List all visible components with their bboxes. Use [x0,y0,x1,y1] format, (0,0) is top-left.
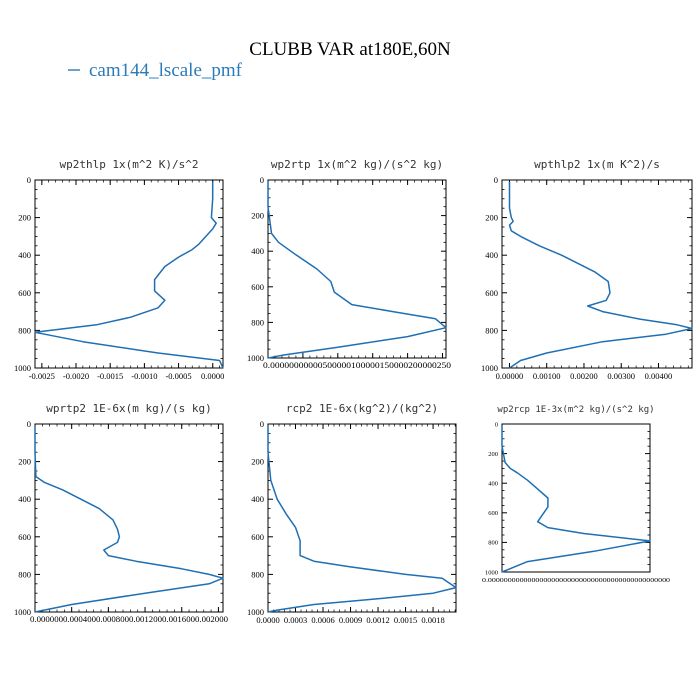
y-tick-label: 1000 [247,607,264,617]
y-tick-label: 400 [18,250,31,260]
y-tick-label: 400 [251,246,264,256]
y-tick-label: 800 [18,325,31,335]
panel-2: wp2rtp 1x(m^2 kg)/(s^2 kg) 0 200 400 600 800 1… [247,158,451,370]
x-tick-label: 0.0006 [311,615,334,625]
series-line [501,425,651,573]
y-tick-label: 800 [488,540,498,547]
y-tick-label: 400 [488,480,498,487]
panel-title: rcp2 1E-6x(kg^2)/(kg^2) [286,402,438,415]
x-tick-label: 0.0012 [366,615,389,625]
y-tick-label: 1000 [14,363,31,373]
y-tick-label: 200 [485,213,498,223]
y-tick-label: 0 [494,175,498,185]
y-tick-label: 200 [18,457,31,467]
y-tick-label: 0 [495,421,498,428]
legend-label: cam144_lscale_pmf [89,60,243,81]
x-tick-label: -0.0025 [29,371,55,381]
plot-frame [34,179,224,369]
figure-title: CLUBB VAR at180E,60N [249,39,451,60]
y-tick-label: 0 [260,175,264,185]
y-tick-label: 600 [485,288,498,298]
y-tick-label: 1000 [247,353,264,363]
x-tick-label: 0.0003 [284,615,307,625]
x-tick-label-row: 0.00000000000500000100000150000200000250 [263,360,451,370]
y-tick-label: 200 [251,457,264,467]
y-tick-label: 200 [488,451,498,458]
y-tick-label: 200 [18,213,31,223]
x-tick-label: 0.00000 [496,371,524,381]
plot-frame [34,423,224,613]
x-tick-label: 0.00200 [570,371,598,381]
y-tick-label: 400 [251,494,264,504]
x-tick-label: 0.00100 [533,371,561,381]
y-tick-label: 1000 [485,569,498,576]
x-tick-label: -0.0010 [131,371,157,381]
x-tick-label: 0.0009 [339,615,362,625]
y-tick-label: 400 [18,494,31,504]
y-tick-label: 0 [27,175,31,185]
y-tick-label: 600 [18,288,31,298]
panel-title: wpthlp2 1x(m K^2)/s [534,158,660,171]
panel-title: wprtp2 1E-6x(m kg)/(s kg) [46,402,212,415]
panels: wp2thlp 1x(m^2 K)/s^202004006008001000-0… [14,158,693,625]
y-tick-label: 800 [18,569,31,579]
panel-4: wprtp2 1E-6x(m kg)/(s kg) 0 200 400 600 800 10… [14,402,228,624]
x-tick-label-row: 0.0000000.0004000.0008000.0012000.001600… [30,614,228,624]
series-line [34,181,224,369]
y-tick-label: 1000 [14,607,31,617]
series-line [508,181,693,369]
x-tick-label: 0.00400 [645,371,673,381]
y-tick-label: 200 [251,211,264,221]
y-tick-label: 0 [27,419,31,429]
x-tick-label: 0.0000 [256,615,279,625]
series-line [267,181,447,359]
panel-6: wp2rcp 1E-3x(m^2 kg)/(s^2 kg) 0 200 400 600 8… [482,405,670,584]
panel-title: wp2rtp 1x(m^2 kg)/(s^2 kg) [271,158,443,171]
plot-frame [267,179,447,359]
panel-1: wp2thlp 1x(m^2 K)/s^202004006008001000-0… [14,158,224,381]
y-tick-label: 1000 [481,363,498,373]
x-tick-label: 0.0000 [201,371,224,381]
x-tick-label: 0.0018 [421,615,444,625]
x-tick-label: 0.0015 [394,615,417,625]
panel-5: rcp2 1E-6x(kg^2)/(kg^2) 0 200 400 600 800 1000… [247,402,457,625]
x-tick-label: -0.0020 [63,371,89,381]
y-tick-label: 0 [260,419,264,429]
x-tick-label: -0.0005 [165,371,191,381]
y-tick-label: 800 [485,325,498,335]
plot-frame [267,423,457,613]
plot-frame [501,423,651,573]
x-tick-label: -0.0015 [97,371,123,381]
panel-title: wp2thlp 1x(m^2 K)/s^2 [59,158,198,171]
series-line [267,425,457,613]
y-tick-label: 600 [251,532,264,542]
y-tick-label: 600 [251,282,264,292]
y-tick-label: 600 [18,532,31,542]
x-tick-label: 0.00300 [607,371,635,381]
y-tick-label: 800 [251,317,264,327]
y-tick-label: 800 [251,569,264,579]
y-tick-label: 400 [485,250,498,260]
y-tick-label: 600 [488,510,498,517]
panel-title: wp2rcp 1E-3x(m^2 kg)/(s^2 kg) [497,405,654,415]
x-tick-label-row: 0.00000000000000000000000000000000000000… [482,577,670,584]
panel-3: wpthlp2 1x(m K^2)/s020040060080010000.00… [481,158,693,381]
series-line [34,425,224,613]
